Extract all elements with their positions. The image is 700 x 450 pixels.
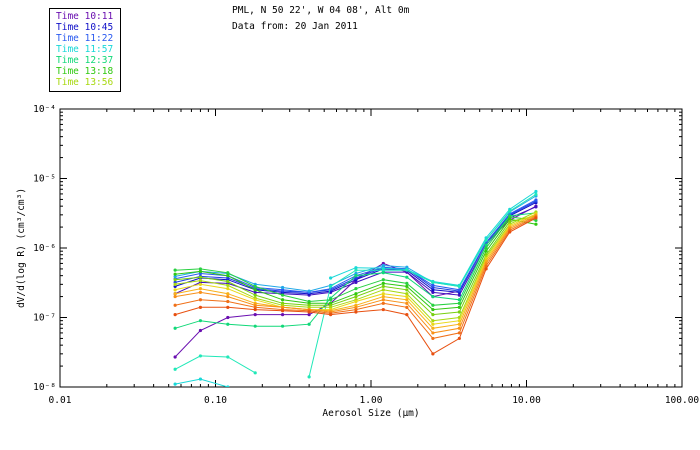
legend-box: Time 10:11 Time 10:45 Time 11:22 Time 11:57… bbox=[49, 8, 121, 92]
y-axis-label: dV/d(log R) (cm³/cm³) bbox=[16, 188, 27, 308]
legend-entry: Time 12:37 bbox=[56, 55, 114, 66]
series-1535 bbox=[173, 216, 538, 356]
x-tick-label: 1.00 bbox=[360, 395, 383, 406]
series-line bbox=[175, 211, 537, 322]
plot-area bbox=[59, 108, 683, 388]
data-point bbox=[307, 375, 311, 379]
series-1257 bbox=[173, 215, 538, 307]
y-tick-label: 10⁻⁷ bbox=[33, 313, 56, 324]
series-line bbox=[175, 378, 228, 387]
x-tick-label: 0.01 bbox=[49, 395, 72, 406]
legend-entry: Time 13:56 bbox=[56, 77, 114, 88]
data-date-title: Data from: 20 Jan 2011 bbox=[232, 21, 358, 32]
series-line bbox=[175, 215, 537, 316]
x-tick-label: 10.00 bbox=[512, 395, 541, 406]
series-line bbox=[175, 216, 536, 306]
x-tick-label: 100.00 bbox=[665, 395, 700, 406]
y-tick-label: 10⁻⁵ bbox=[33, 174, 56, 185]
series-1318 bbox=[173, 217, 538, 312]
y-tick-label: 10⁻⁶ bbox=[33, 243, 56, 254]
station-location-title: PML, N 50 22', W 04 08', Alt 0m bbox=[232, 5, 410, 16]
series-1217 bbox=[173, 192, 538, 379]
legend-entry: Time 11:22 bbox=[56, 33, 114, 44]
series-line bbox=[174, 216, 537, 339]
series-line bbox=[174, 355, 256, 374]
series-line bbox=[174, 212, 536, 329]
series-line bbox=[308, 193, 537, 377]
series-line bbox=[175, 218, 536, 311]
legend-entry: Time 10:11 bbox=[56, 11, 114, 22]
x-tick-label: 0.10 bbox=[204, 395, 227, 406]
x-axis-label: Aerosol Size (μm) bbox=[322, 408, 419, 419]
series-line bbox=[174, 213, 537, 325]
data-point bbox=[534, 222, 538, 226]
series-line bbox=[174, 217, 537, 355]
legend-entry: Time 13:18 bbox=[56, 66, 114, 77]
y-tick-label: 10⁻⁴ bbox=[33, 104, 56, 115]
y-tick-label: 10⁻⁸ bbox=[33, 382, 56, 393]
legend-entry: Time 10:45 bbox=[56, 22, 114, 33]
series-line bbox=[175, 215, 537, 334]
series-line bbox=[175, 214, 537, 329]
data-point bbox=[534, 218, 538, 222]
series-1356 bbox=[173, 210, 538, 323]
legend-entry: Time 11:57 bbox=[56, 44, 114, 55]
